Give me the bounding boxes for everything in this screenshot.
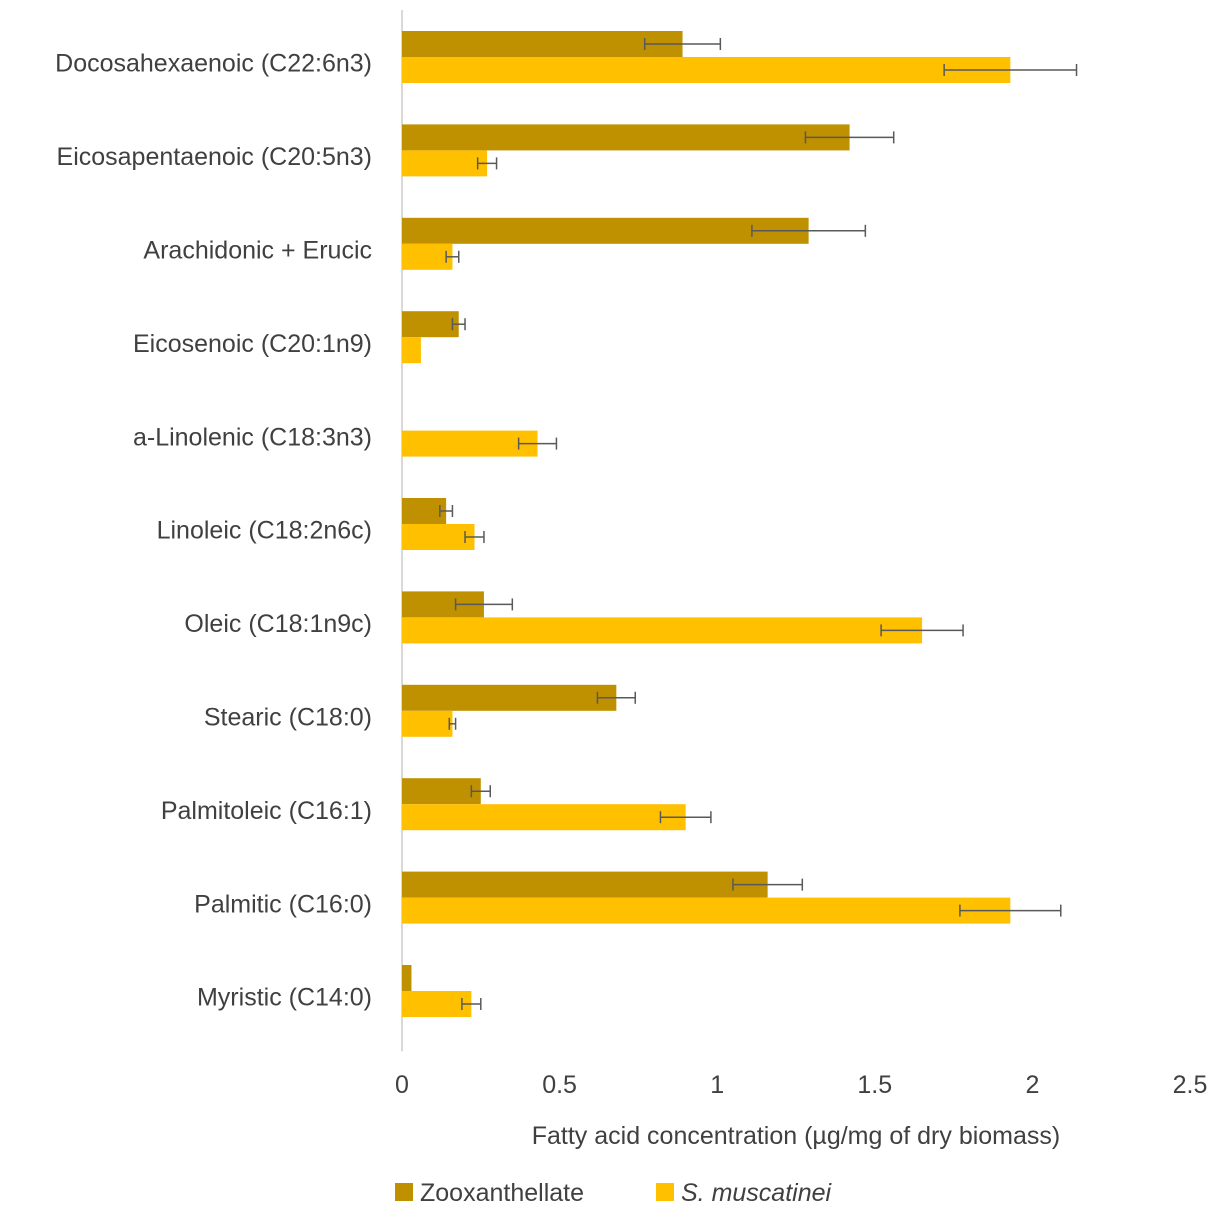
x-axis-title: Fatty acid concentration (µg/mg of dry b… xyxy=(532,1122,1061,1150)
category-label: Eicosenoic (C20:1n9) xyxy=(133,330,372,358)
bar-s-muscatinei xyxy=(402,430,538,457)
error-bar xyxy=(445,250,460,263)
error-bar xyxy=(470,785,492,798)
bar-s-muscatinei xyxy=(402,804,686,831)
category-label: Docosahexaenoic (C22:6n3) xyxy=(55,50,372,78)
error-bar xyxy=(517,437,558,450)
bar-zooxanthellate xyxy=(402,778,481,805)
legend-label-s-muscatinei: S. muscatinei xyxy=(681,1179,833,1207)
bar-s-muscatinei xyxy=(402,524,475,550)
error-bar xyxy=(959,904,1062,917)
category-label: Palmitic (C16:0) xyxy=(194,890,372,918)
error-bar xyxy=(454,598,514,611)
error-bar xyxy=(464,531,485,543)
error-bar xyxy=(461,998,482,1010)
error-bar xyxy=(439,505,454,517)
error-bar xyxy=(880,624,964,637)
bar-zooxanthellate xyxy=(402,965,412,991)
bar-zooxanthellate xyxy=(402,498,447,524)
bar-zooxanthellate xyxy=(402,311,459,338)
bar-s-muscatinei xyxy=(402,617,923,644)
x-tick-label: 0 xyxy=(395,1071,409,1099)
bar-s-muscatinei xyxy=(402,150,488,177)
legend-swatch-s-muscatinei xyxy=(656,1183,674,1201)
error-bar xyxy=(643,38,722,50)
category-label: Stearic (C18:0) xyxy=(204,704,372,732)
bar-s-muscatinei xyxy=(402,243,453,270)
bar-s-muscatinei xyxy=(402,897,1011,924)
x-tick-label: 0.5 xyxy=(542,1071,577,1099)
bar-zooxanthellate xyxy=(402,217,809,244)
category-label: Myristic (C14:0) xyxy=(197,984,372,1012)
error-bar xyxy=(751,224,867,237)
category-label: a-Linolenic (C18:3n3) xyxy=(133,423,372,451)
category-label: Arachidonic + Erucic xyxy=(143,237,372,265)
legend-label-zooxanthellate: Zooxanthellate xyxy=(420,1179,584,1207)
legend: Zooxanthellate S. muscatinei xyxy=(395,1179,833,1207)
bar-zooxanthellate xyxy=(402,31,683,57)
error-bar xyxy=(448,717,457,730)
error-bars-layer xyxy=(439,38,1078,1010)
error-bar xyxy=(943,64,1078,76)
bar-s-muscatinei xyxy=(402,710,453,737)
x-tick-label: 1 xyxy=(710,1071,724,1099)
category-label: Palmitoleic (C16:1) xyxy=(161,797,372,825)
bar-s-muscatinei xyxy=(402,57,1011,83)
legend-swatch-zooxanthellate xyxy=(395,1183,413,1201)
bar-zooxanthellate xyxy=(402,124,850,151)
error-bar xyxy=(451,318,466,331)
x-tick-label: 1.5 xyxy=(857,1071,892,1099)
error-bar xyxy=(804,131,895,144)
error-bar xyxy=(732,878,804,891)
error-bar xyxy=(659,811,712,824)
category-labels: Docosahexaenoic (C22:6n3) Eicosapentaenoi… xyxy=(55,50,372,1012)
tick-labels: 0 0.5 1 1.5 2 2.5 xyxy=(395,1071,1207,1099)
category-label: Oleic (C18:1n9c) xyxy=(184,610,372,638)
bar-zooxanthellate xyxy=(402,684,617,711)
error-bar xyxy=(476,157,498,170)
error-bar xyxy=(596,691,636,704)
bar-s-muscatinei xyxy=(402,991,472,1017)
bar-zooxanthellate xyxy=(402,871,768,898)
category-label: Eicosapentaenoic (C20:5n3) xyxy=(57,143,372,171)
x-tick-label: 2 xyxy=(1025,1071,1039,1099)
bars-layer xyxy=(402,31,1011,1017)
bar-s-muscatinei xyxy=(402,337,421,364)
x-tick-label: 2.5 xyxy=(1173,1071,1208,1099)
category-label: Linoleic (C18:2n6c) xyxy=(157,517,372,545)
